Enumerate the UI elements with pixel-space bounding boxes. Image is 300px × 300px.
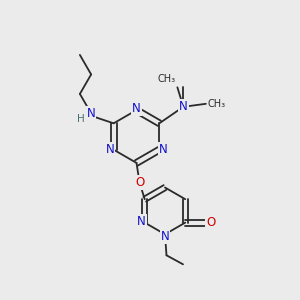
- Text: N: N: [106, 143, 114, 156]
- Text: O: O: [135, 176, 144, 189]
- Text: N: N: [159, 143, 167, 156]
- Text: N: N: [87, 107, 95, 120]
- Text: H: H: [77, 114, 85, 124]
- Text: CH₃: CH₃: [207, 99, 226, 109]
- Text: N: N: [160, 230, 169, 243]
- Text: N: N: [132, 102, 141, 116]
- Text: N: N: [137, 215, 146, 228]
- Text: O: O: [206, 216, 215, 229]
- Text: N: N: [179, 100, 188, 113]
- Text: CH₃: CH₃: [158, 74, 176, 84]
